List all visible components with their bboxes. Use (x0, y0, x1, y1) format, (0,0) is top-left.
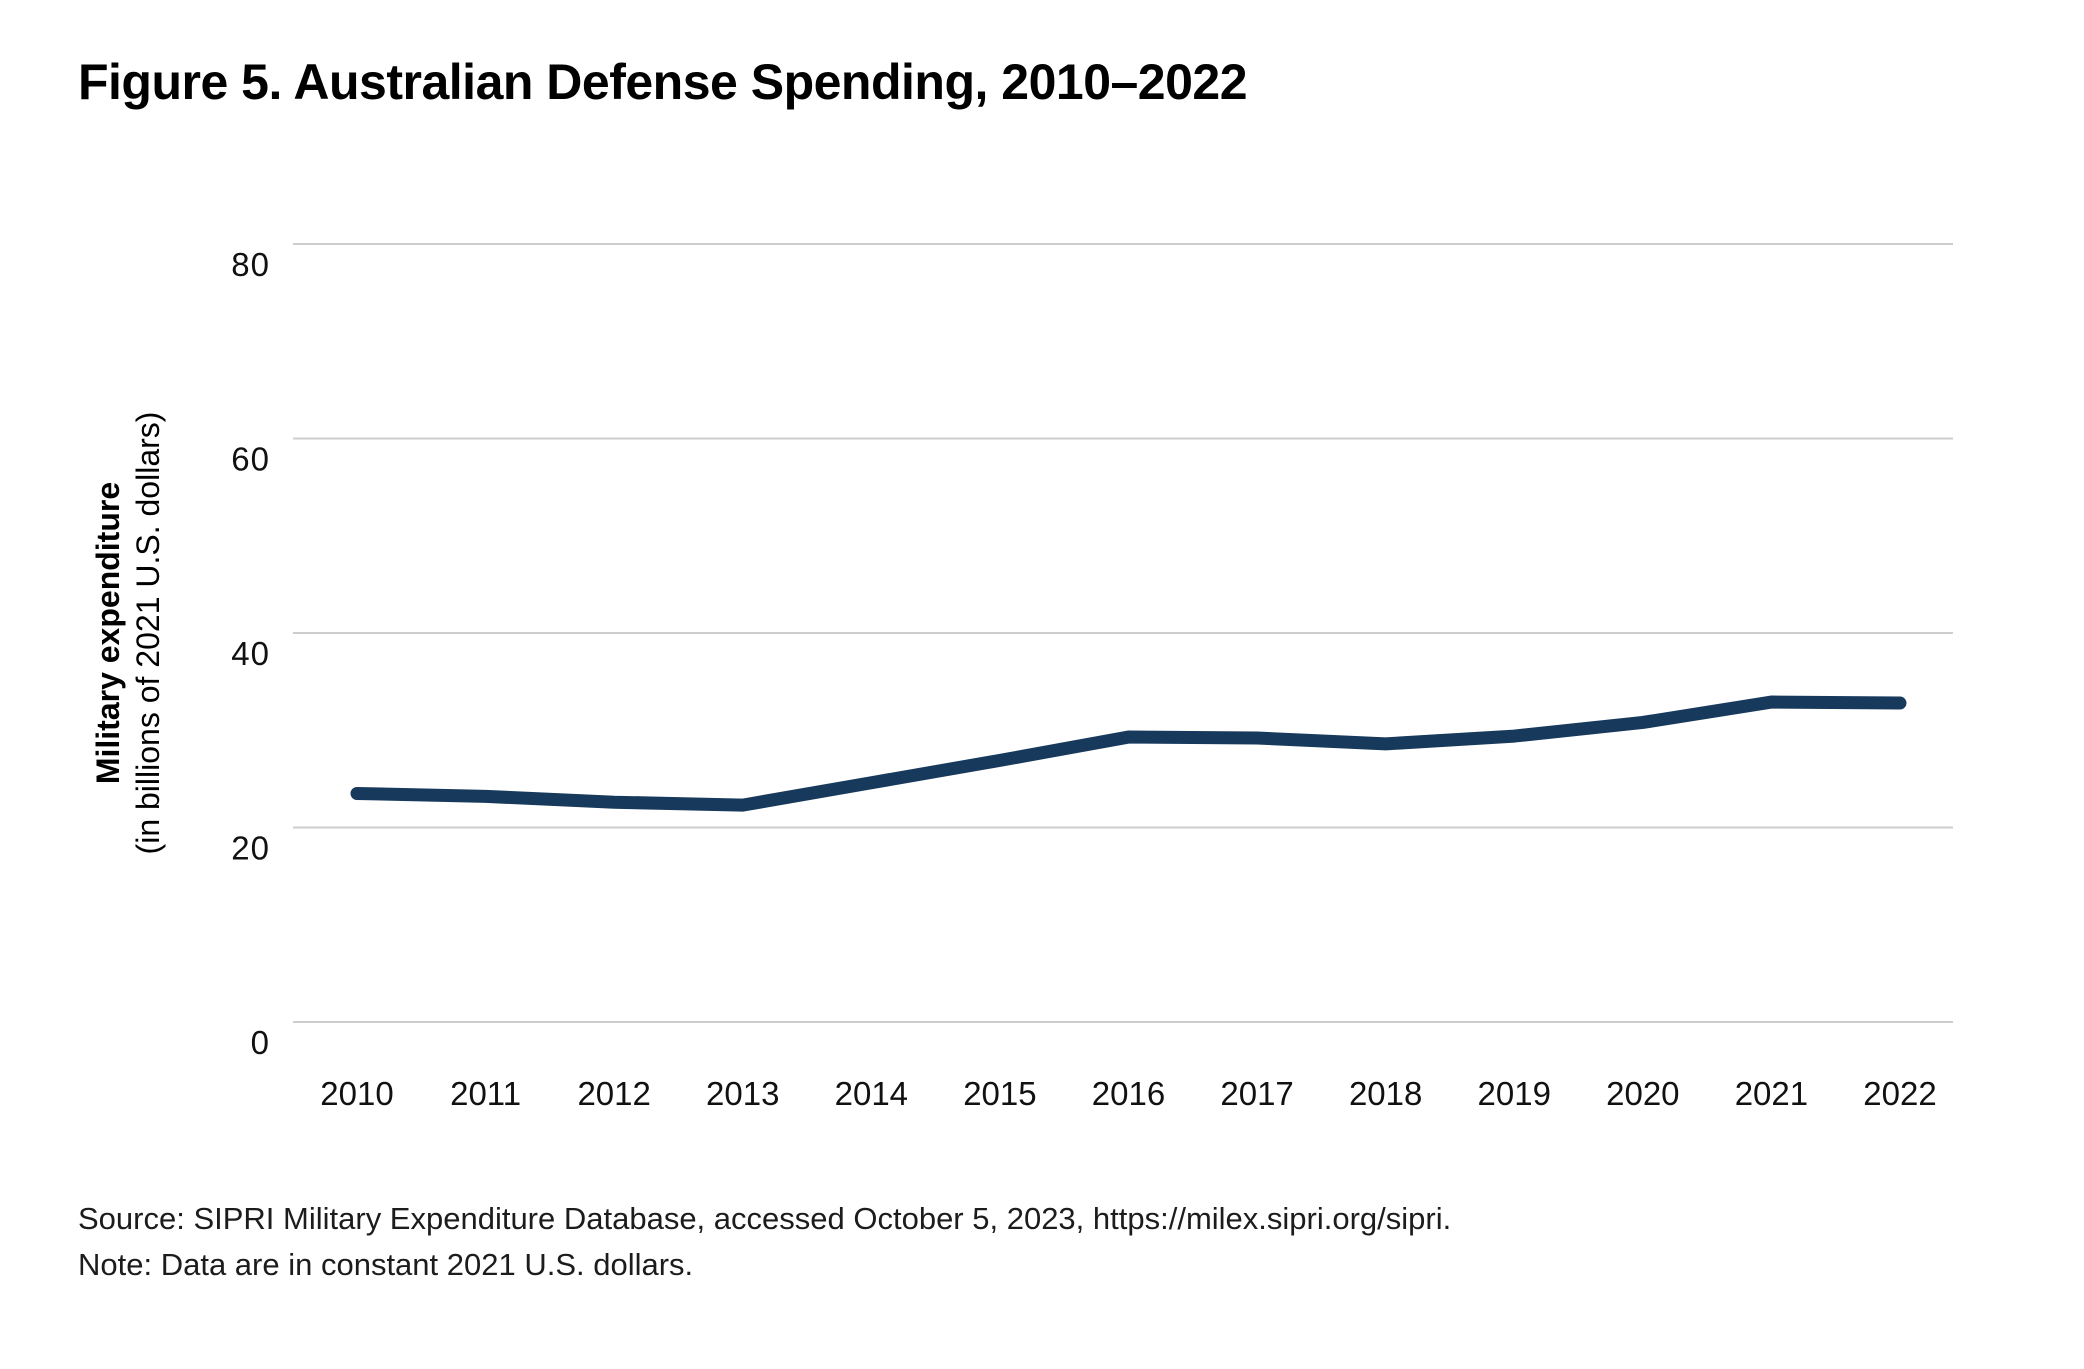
y-axis-title-main: Military expenditure (90, 481, 126, 785)
x-tick-label: 2014 (835, 1075, 908, 1112)
x-tick-label: 2021 (1735, 1075, 1808, 1112)
y-axis-title: Military expenditure (in billions of 202… (88, 213, 168, 1053)
data-line-military-expenditure (350, 695, 1907, 812)
x-tick-label: 2022 (1863, 1075, 1936, 1112)
x-tick-label: 2016 (1092, 1075, 1165, 1112)
data-note: Note: Data are in constant 2021 U.S. dol… (78, 1247, 694, 1282)
x-tick-label: 2011 (450, 1075, 521, 1112)
x-tick-label: 2017 (1220, 1075, 1293, 1112)
source-note: Source: SIPRI Military Expenditure Datab… (78, 1201, 1452, 1236)
y-tick-label: 20 (231, 830, 270, 867)
x-tick-label: 2012 (577, 1075, 650, 1112)
notes: Source: SIPRI Military Expenditure Datab… (78, 1196, 1451, 1288)
y-tick-label: 60 (231, 441, 270, 478)
x-tick-label: 2010 (320, 1075, 393, 1112)
x-tick-label: 2013 (706, 1075, 779, 1112)
y-tick-label: 80 (231, 246, 270, 283)
x-tick-label: 2018 (1349, 1075, 1422, 1112)
y-axis-title-sub: (in billions of 2021 U.S. dollars) (130, 411, 166, 855)
x-tick-label: 2015 (963, 1075, 1036, 1112)
y-tick-label: 0 (251, 1024, 270, 1061)
figure-title: Figure 5. Australian Defense Spending, 2… (78, 54, 1248, 110)
x-tick-label: 2019 (1478, 1075, 1551, 1112)
y-tick-label: 40 (231, 635, 270, 672)
x-tick-label: 2020 (1606, 1075, 1679, 1112)
